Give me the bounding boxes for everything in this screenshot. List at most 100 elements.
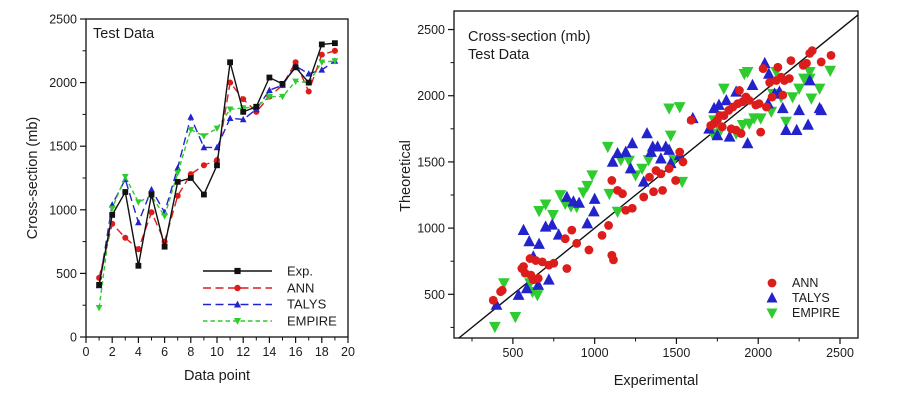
data-point-marker (292, 64, 299, 71)
scatter-point (786, 92, 799, 104)
scatter-point (767, 92, 777, 102)
scatter-point (497, 285, 507, 295)
scatter-point (588, 192, 601, 204)
data-point-marker (226, 106, 234, 113)
scatter-point (813, 83, 826, 95)
scatter-point (656, 169, 666, 179)
right-x-axis-title: Experimental (613, 373, 699, 389)
scatter-point (488, 295, 498, 305)
right-chart-y-tick-label: 2500 (417, 23, 445, 37)
scatter-point (784, 74, 794, 83)
left-chart-x-tick-label: 4 (135, 345, 142, 359)
data-point-marker (305, 79, 312, 86)
data-point-marker (135, 199, 142, 206)
data-point-marker (174, 192, 181, 199)
scatter-point (744, 95, 754, 105)
scatter-point (532, 278, 545, 290)
scatter-point (490, 298, 503, 310)
legend-marker-TALYS (233, 300, 242, 308)
scatter-point (754, 113, 767, 125)
scatter-point (531, 256, 541, 265)
data-point-marker (174, 170, 182, 177)
scatter-point (603, 188, 616, 201)
left-chart: 0 2 4 6 8 10 12 14 16 18 20 0 500 1000 1500 2000 2500 (49, 13, 355, 360)
scatter-point (711, 129, 724, 141)
scatter-point (618, 189, 627, 199)
scatter-point (762, 67, 775, 79)
scatter-point (671, 176, 681, 185)
scatter-point (741, 67, 754, 79)
scatter-point (560, 190, 573, 202)
scatter-point (639, 192, 649, 202)
left-chart-x-tick-label: 16 (289, 345, 303, 359)
scatter-point (746, 78, 759, 90)
legend-label-empire-right: EMPIRE (792, 305, 840, 320)
scatter-point (720, 93, 733, 106)
left-y-axis-title: Cross-section (mb) (24, 116, 41, 240)
right-chart-x-tick-label: 1000 (581, 346, 609, 360)
legend-label-ann-right: ANN (792, 275, 819, 290)
data-point-marker (305, 88, 312, 95)
data-point-marker (227, 59, 233, 66)
data-point-marker (318, 66, 326, 73)
left-chart-x-tick-label: 6 (161, 345, 168, 359)
left-chart-y-tick-label: 1000 (49, 203, 77, 217)
scatter-point (743, 118, 756, 130)
scatter-point (780, 123, 792, 135)
right-chart-y-tick-label: 2000 (417, 89, 445, 103)
data-point-marker (148, 191, 155, 198)
scatter-point (601, 141, 614, 154)
data-point-marker (187, 175, 194, 181)
data-point-marker (96, 281, 102, 288)
data-point-marker (121, 173, 129, 181)
left-chart-y-tick-label: 2500 (49, 13, 77, 27)
scatter-point (584, 245, 594, 255)
scatter-point (803, 67, 816, 79)
left-chart-y-tick-label: 1500 (49, 140, 77, 154)
right-y-axis-title: Theoretical (397, 140, 414, 212)
data-point-marker (200, 162, 207, 169)
data-point-marker (318, 59, 326, 66)
left-chart-y-tick-label: 2000 (49, 76, 77, 90)
scatter-point (627, 203, 637, 213)
data-point-marker (239, 115, 247, 123)
right-chart-title-line1: Cross-section (mb) (468, 29, 591, 45)
right-chart-y-tick-label: 1000 (417, 222, 445, 236)
scatter-point (686, 115, 696, 125)
scatter-point (554, 190, 567, 202)
series-line-TALYS (98, 60, 336, 286)
scatter-point (531, 290, 544, 302)
data-point-marker (292, 78, 299, 85)
scatter-point (758, 64, 768, 73)
data-point-marker (318, 51, 325, 58)
left-chart-x-tick-label: 14 (262, 345, 276, 359)
scatter-point (663, 103, 675, 115)
scatter-point (533, 206, 545, 218)
scatter-point (539, 199, 552, 211)
scatter-point (756, 127, 766, 137)
scatter-point (609, 255, 618, 265)
left-x-axis-title: Data point (183, 368, 251, 384)
scatter-point (533, 237, 545, 249)
data-point-marker (331, 47, 338, 54)
data-point-marker (279, 93, 286, 101)
left-chart-x-tick-label: 10 (210, 345, 224, 359)
scatter-point (624, 162, 637, 174)
left-chart-x-tick-label: 20 (341, 345, 355, 359)
right-chart-legend (766, 278, 778, 319)
scatter-point (642, 155, 655, 167)
scatter-point (780, 116, 792, 128)
scatter-point (586, 170, 599, 182)
left-chart-x-tick-label: 0 (83, 345, 90, 359)
left-chart-x-tick-label: 2 (109, 345, 116, 359)
data-point-marker (200, 143, 208, 151)
data-point-marker (253, 103, 260, 110)
left-chart-x-tick-label: 18 (315, 345, 329, 359)
scatter-point (761, 102, 771, 112)
scatter-point (678, 157, 688, 167)
scatter-point (562, 264, 572, 273)
data-point-marker (266, 93, 273, 101)
scatter-point (663, 143, 675, 155)
data-point-marker (135, 262, 142, 269)
